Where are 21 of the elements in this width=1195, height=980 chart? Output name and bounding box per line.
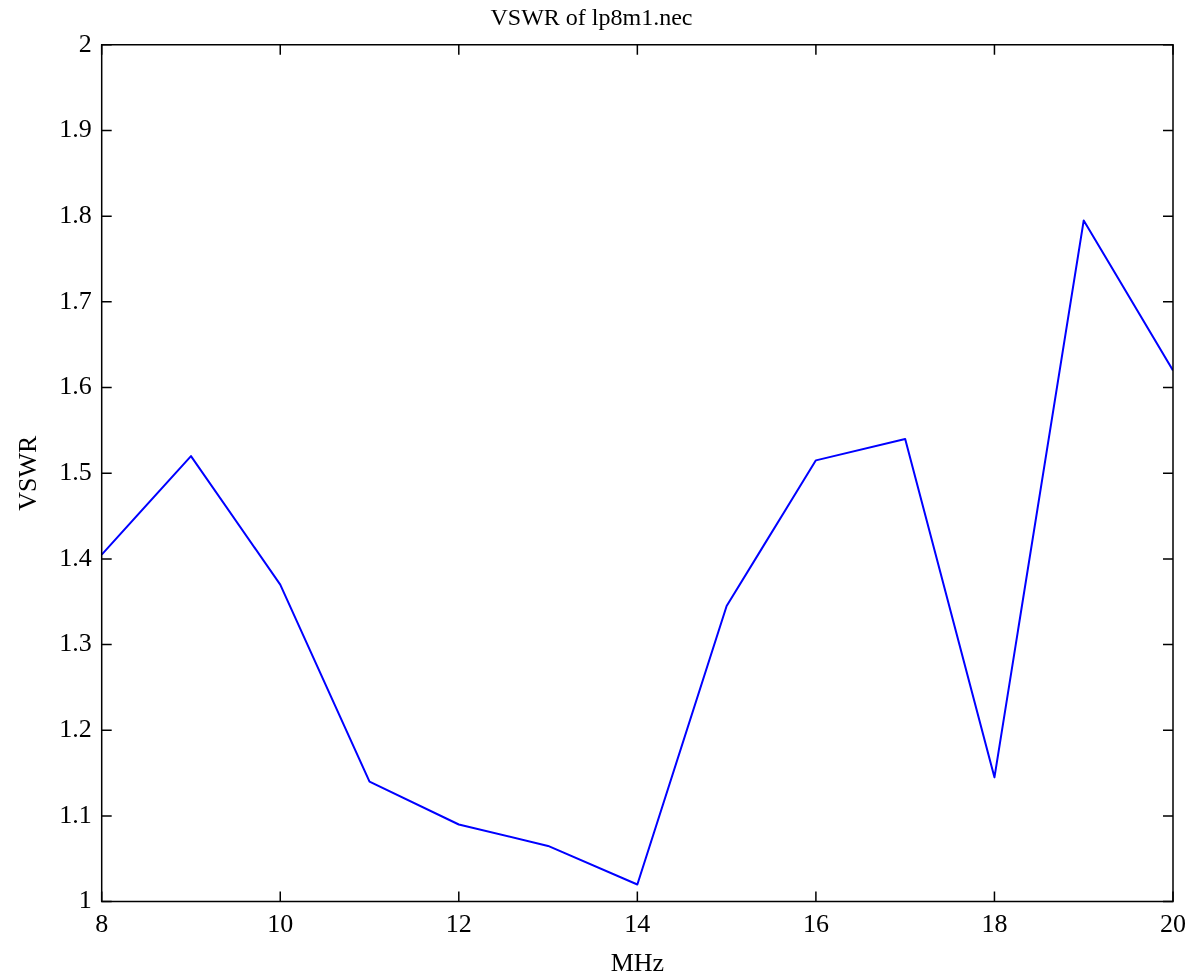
y-tick-label: 1.1 <box>59 799 92 829</box>
x-tick-label: 20 <box>1160 909 1186 939</box>
y-tick-label: 1.3 <box>59 628 92 658</box>
x-tick-label: 18 <box>981 909 1008 939</box>
y-tick-label: 1.5 <box>59 457 92 487</box>
y-tick-label: 1 <box>78 885 92 915</box>
y-tick-label: 1.7 <box>59 285 92 315</box>
chart-title: VSWR of lp8m1.nec <box>490 3 693 30</box>
x-tick-label: 8 <box>95 909 109 939</box>
x-tick-label: 12 <box>445 909 472 939</box>
y-tick-label: 1.4 <box>59 542 92 572</box>
y-tick-label: 1.9 <box>59 114 92 144</box>
y-axis-title: VSWR <box>13 434 43 511</box>
y-tick-label: 1.8 <box>59 199 92 229</box>
y-tick-label: 1.6 <box>59 371 92 401</box>
x-tick-label: 16 <box>802 909 829 939</box>
x-axis-title: MHz <box>610 948 665 978</box>
y-tick-label: 1.2 <box>59 714 92 744</box>
y-tick-label: 2 <box>78 28 92 58</box>
x-tick-label: 10 <box>267 909 294 939</box>
x-tick-label: 14 <box>624 909 651 939</box>
